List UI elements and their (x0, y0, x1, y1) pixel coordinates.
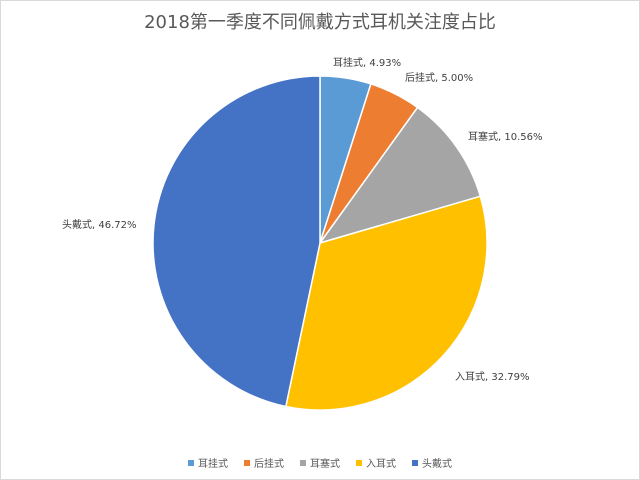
data-label: 入耳式, 32.79% (455, 370, 530, 383)
legend-label: 头戴式 (422, 459, 452, 470)
legend-swatch (244, 459, 250, 466)
legend-label: 后挂式 (254, 459, 284, 470)
pie-slice (318, 106, 482, 245)
data-label: 耳塞式, 10.56% (468, 130, 543, 143)
legend: 耳挂式 后挂式 耳塞式 入耳式 头戴式 (0, 455, 640, 470)
legend-swatch (356, 459, 362, 466)
legend-label: 入耳式 (366, 459, 396, 470)
legend-swatch (188, 459, 194, 466)
legend-item: 入耳式 (356, 455, 396, 470)
data-label: 耳挂式, 4.93% (333, 56, 401, 69)
pie-slice (284, 195, 488, 411)
legend-item: 头戴式 (412, 455, 452, 470)
legend-swatch (300, 459, 306, 466)
legend-item: 后挂式 (244, 455, 284, 470)
legend-label: 耳塞式 (310, 459, 340, 470)
legend-swatch (412, 459, 418, 466)
pie-slice (152, 75, 321, 408)
legend-item: 耳挂式 (188, 455, 228, 470)
data-label: 头戴式, 46.72% (62, 218, 137, 231)
data-label: 后挂式, 5.00% (405, 71, 473, 84)
legend-item: 耳塞式 (300, 455, 340, 470)
chart-title: 2018第一季度不同佩戴方式耳机关注度占比 (144, 12, 496, 33)
legend-label: 耳挂式 (198, 459, 228, 470)
